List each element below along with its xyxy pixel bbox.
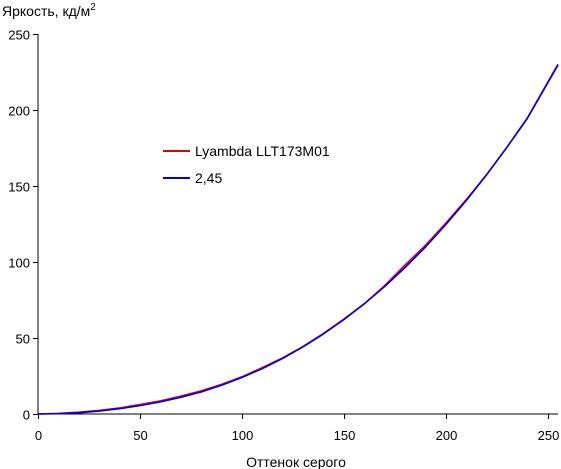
y-axis-title: Яркость, кд/м2	[2, 2, 96, 19]
axes: 0 50 100 150 200 250 0 50 100 150 200 250	[8, 28, 559, 444]
x-tick-label: 200	[436, 428, 458, 443]
y-tick-label: 100	[8, 256, 30, 271]
legend: Lyambda LLT173M01 2,45	[163, 143, 330, 186]
y-tick-label: 0	[23, 408, 30, 423]
x-axis-title: Оттенок серого	[246, 454, 346, 469]
series-line-2	[37, 64, 559, 415]
y-tick-label: 50	[16, 332, 30, 347]
y-tick-label: 200	[8, 104, 30, 119]
x-tick-label: 150	[334, 428, 356, 443]
x-tick-label: 0	[35, 428, 42, 443]
series-line-1	[37, 64, 559, 415]
x-tick-label: 100	[232, 428, 254, 443]
legend-label-2: 2,45	[195, 170, 222, 186]
x-tick-label: 250	[538, 428, 560, 443]
y-tick-label: 250	[8, 28, 30, 43]
y-tick-label: 150	[8, 180, 30, 195]
series-group	[37, 64, 559, 415]
x-tick-label: 50	[133, 428, 147, 443]
legend-label-1: Lyambda LLT173M01	[195, 143, 330, 159]
